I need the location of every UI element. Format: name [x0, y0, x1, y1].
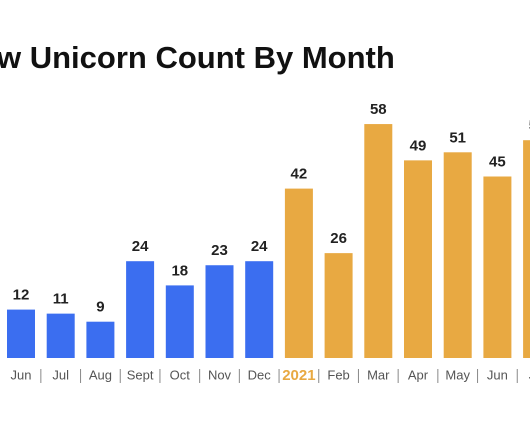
bar [7, 309, 35, 358]
bar [324, 253, 353, 358]
bar [86, 321, 115, 358]
chart-title: w Unicorn Count By Month [0, 40, 395, 75]
bar [523, 140, 530, 358]
data-label: 18 [171, 262, 188, 279]
data-label: 12 [13, 287, 30, 304]
bar [245, 261, 274, 358]
x-tick-label: Apr [408, 367, 429, 382]
x-tick-label: Sept [127, 367, 154, 382]
x-tick-label: Aug [89, 367, 112, 382]
data-label: 54 [529, 117, 530, 134]
bar [205, 265, 234, 358]
data-label: 24 [251, 238, 268, 255]
x-tick-label: Jul [52, 367, 69, 382]
x-tick-label: Dec [248, 367, 272, 382]
x-tick-label: Mar [367, 367, 390, 382]
data-label: 45 [489, 153, 506, 170]
x-tick-label: Oct [170, 367, 191, 382]
data-label: 51 [449, 129, 466, 146]
x-tick-label: Nov [208, 367, 232, 382]
bar [483, 176, 512, 358]
x-tick-label: Jul [529, 367, 530, 382]
data-label: 11 [53, 291, 69, 308]
data-label: 49 [410, 137, 427, 154]
bar [404, 160, 432, 358]
x-tick-label: Jun [11, 367, 32, 382]
bar [364, 124, 393, 358]
data-label: 26 [330, 230, 347, 247]
data-label: 23 [211, 242, 228, 259]
x-tick-label: Feb [327, 367, 349, 382]
data-label: 9 [96, 299, 104, 316]
x-tick-label: 2021 [282, 367, 315, 384]
bar [126, 261, 155, 358]
bar [46, 313, 75, 358]
data-label: 42 [291, 166, 308, 183]
x-tick-label: Jun [487, 367, 508, 382]
bar [284, 188, 313, 358]
data-label: 24 [132, 238, 149, 255]
x-tick-label: May [445, 367, 470, 382]
bar [165, 285, 194, 358]
bar [443, 152, 472, 358]
data-label: 58 [370, 101, 387, 118]
